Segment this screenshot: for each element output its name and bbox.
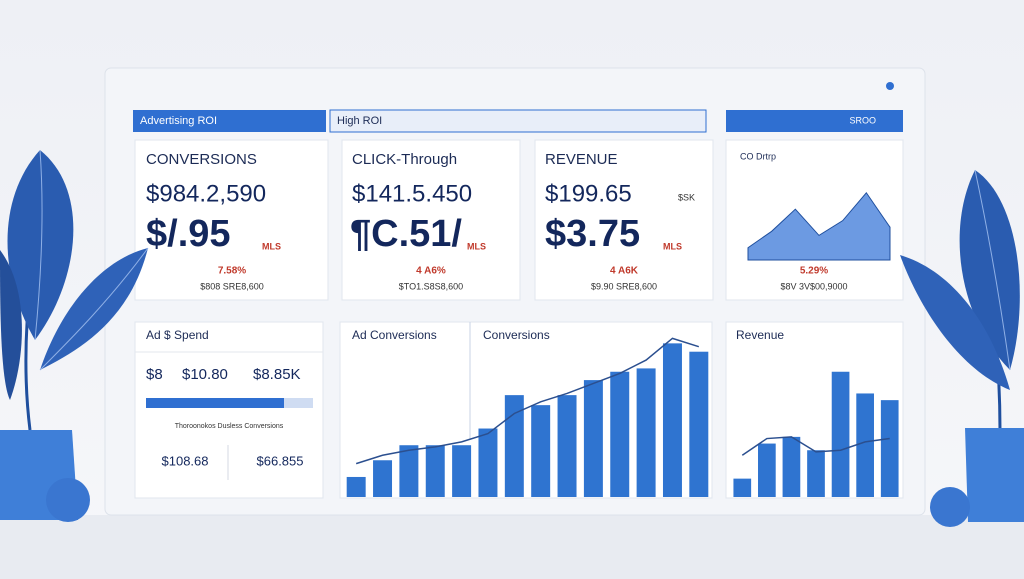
- bar: [373, 460, 393, 497]
- tab-label: Advertising ROI: [140, 115, 217, 127]
- bar: [733, 478, 752, 497]
- tab[interactable]: [329, 109, 707, 133]
- chart-title: CO Drtrp: [740, 151, 776, 161]
- card-footer: $9.90 SRE8,600: [591, 281, 657, 291]
- secondary-value: $/.95: [146, 213, 231, 255]
- tab[interactable]: [133, 110, 326, 132]
- caption: Thoroonokos Dusless Conversions: [175, 423, 284, 430]
- secondary-value: ¶C.51/: [350, 213, 462, 255]
- spend-panel: [134, 321, 324, 499]
- unit: MLS: [663, 241, 682, 251]
- kpi-card: [134, 139, 329, 301]
- change: 7.58%: [218, 266, 246, 277]
- bar: [782, 436, 801, 497]
- bar: [758, 443, 776, 497]
- bar: [807, 450, 825, 497]
- unit: MLS: [467, 241, 486, 251]
- bar: [557, 395, 577, 497]
- card-title: CONVERSIONS: [146, 151, 257, 168]
- bar: [504, 395, 524, 497]
- plant-left: [0, 149, 149, 522]
- card-footer: $8V 3V$00,9000: [780, 281, 847, 291]
- card-footer: $TO1.S8S8,600: [399, 281, 463, 291]
- bar: [399, 445, 419, 497]
- change: 4 A6K: [610, 266, 639, 277]
- card-title: REVENUE: [545, 151, 618, 168]
- change: 5.29%: [800, 266, 828, 277]
- kpi-card: [341, 139, 521, 301]
- card-title: CLICK-Through: [352, 151, 457, 168]
- bar: [452, 445, 472, 497]
- secondary-value: $3.75: [545, 213, 640, 255]
- primary-value: $984.2,590: [146, 180, 266, 207]
- trend-line: [355, 337, 700, 465]
- bar: [636, 368, 656, 497]
- bar: [831, 371, 850, 497]
- progress-fill: [146, 398, 284, 408]
- figure: $8.85K: [253, 366, 301, 383]
- tag: $SK: [678, 192, 695, 202]
- bar: [478, 428, 498, 497]
- tab[interactable]: [726, 110, 903, 132]
- total: $108.68: [162, 453, 209, 468]
- bar: [610, 371, 630, 497]
- floor: [0, 515, 1024, 579]
- area: [747, 191, 891, 261]
- bar: [531, 405, 551, 497]
- chart-title: Ad Conversions: [352, 328, 437, 342]
- chart-panel: [339, 321, 713, 499]
- bar: [689, 351, 709, 497]
- tab-label: High ROI: [337, 115, 382, 127]
- change: 4 A6%: [416, 266, 446, 277]
- chart-subtitle: Conversions: [483, 328, 550, 342]
- bar: [346, 476, 366, 497]
- chart-title: Revenue: [736, 328, 784, 342]
- figure: $10.80: [182, 366, 228, 383]
- unit: MLS: [262, 241, 281, 251]
- total: $66.855: [257, 453, 304, 468]
- plant-right: [900, 169, 1024, 527]
- panel-title: Ad $ Spend: [146, 328, 209, 342]
- bar: [662, 343, 682, 497]
- status-dot: [886, 82, 894, 90]
- bar: [583, 380, 603, 497]
- tab-label: SROO: [849, 115, 876, 125]
- card-footer: $808 SRE8,600: [200, 281, 264, 291]
- trend-line: [741, 436, 890, 456]
- figure: $8: [146, 366, 163, 383]
- bar: [880, 400, 899, 497]
- bar: [425, 445, 445, 497]
- primary-value: $141.5.450: [352, 180, 472, 207]
- primary-value: $199.65: [545, 180, 632, 207]
- kpi-card: [534, 139, 714, 301]
- bar: [856, 393, 874, 497]
